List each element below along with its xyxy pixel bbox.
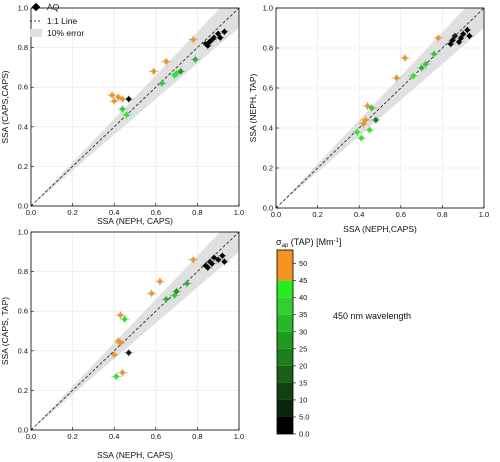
colorbar: σap (TAP) [Mm-1] 50 45 40 35 30 25 20 15 10 5.0 0.…: [276, 237, 341, 439]
y-axis-label: SSA (CAPS,CAPS): [0, 70, 10, 143]
colorbar-band: [277, 365, 293, 383]
colorbar-band: [277, 331, 293, 349]
x-tick-label: 0.0: [26, 432, 36, 441]
y-tick-label: 1.0: [263, 4, 273, 13]
colorbar-tick-label: 45: [299, 276, 307, 285]
y-tick-label: 0.0: [18, 426, 28, 435]
y-axis-label: SSA (NEPH, TAP): [248, 74, 258, 143]
x-tick-label: 0.6: [396, 210, 406, 219]
colorbar-tick-label: 0.0: [299, 430, 309, 439]
one-to-one-line: [30, 7, 240, 207]
data-point: [219, 27, 230, 36]
x-tick-label: 1.0: [234, 208, 244, 217]
colorbar-tick-label: 5.0: [299, 412, 309, 421]
x-tick-label: 0.0: [26, 208, 36, 217]
colorbar-band: [277, 280, 293, 298]
y-tick-label: 0.2: [18, 162, 28, 171]
y-tick-label: 0.4: [18, 122, 28, 131]
colorbar-band: [277, 250, 293, 281]
data-point: [206, 259, 217, 268]
x-tick-label: 0.6: [151, 208, 161, 217]
colorbar-tick-label: 10: [299, 395, 307, 404]
legend: AQ 1:1 Line 10% error: [30, 2, 84, 38]
wavelength-note: 450 nm wavelength: [333, 311, 412, 321]
colorbar-band: [277, 399, 293, 417]
data-point: [107, 91, 118, 100]
x-tick-label: 0.4: [109, 208, 119, 217]
data-point: [175, 67, 186, 76]
y-tick-label: 0.2: [263, 164, 273, 173]
x-tick-label: 0.8: [437, 210, 447, 219]
data-point: [154, 277, 165, 286]
colorbar-band: [277, 314, 293, 332]
colorbar-title: σap (TAP) [Mm-1]: [276, 237, 341, 249]
x-tick-label: 1.0: [234, 432, 244, 441]
data-point: [148, 67, 159, 76]
colorbar-band: [277, 348, 293, 366]
x-tick-label: 0.8: [192, 432, 202, 441]
colorbar-tick-label: 30: [299, 327, 307, 336]
colorbar-tick-label: 50: [299, 259, 307, 268]
legend-aq-marker: [31, 2, 41, 12]
data-point: [171, 287, 182, 296]
y-tick-label: 0.6: [263, 84, 273, 93]
x-axis-label: SSA (NEPH, CAPS): [97, 450, 173, 460]
y-tick-label: 0.4: [18, 346, 28, 355]
axes-frame: [275, 7, 485, 209]
y-tick-label: 0.2: [18, 386, 28, 395]
data-point: [157, 79, 168, 88]
x-tick-label: 0.0: [271, 210, 281, 219]
x-tick-label: 0.6: [151, 432, 161, 441]
data-point: [109, 97, 120, 106]
axes-frame: [30, 231, 240, 431]
scatter-panel-2: 0.00.0 0.2 0.2 0.4 0.4 0.6 0.6 0.8 0.8 1.0 1.0 SSA …: [248, 4, 489, 235]
data-point: [215, 33, 226, 42]
data-point: [161, 57, 172, 66]
y-tick-label: 1.0: [18, 228, 28, 237]
y-tick-label: 0.0: [263, 204, 273, 213]
data-point: [123, 95, 134, 104]
data-point: [445, 40, 456, 48]
x-axis-label: SSA (NEPH, CAPS): [97, 216, 173, 226]
legend-error-swatch: [30, 29, 42, 37]
colorbar-tick-label: 35: [299, 310, 307, 319]
y-axis-label: SSA (CAPS, TAP): [0, 297, 10, 365]
one-to-one-line: [30, 231, 240, 431]
x-tick-label: 0.4: [354, 210, 364, 219]
scatter-panel-1: 0.00.0 0.2 0.2 0.4 0.4 0.6 0.6 0.8 0.8 1.0 1.0 SSA …: [0, 4, 244, 227]
y-tick-label: 0.8: [263, 44, 273, 53]
x-tick-label: 0.2: [312, 210, 322, 219]
colorbar-band: [277, 382, 293, 400]
colorbar-band: [277, 416, 293, 434]
y-tick-label: 0.0: [18, 202, 28, 211]
legend-line-label: 1:1 Line: [47, 16, 78, 26]
colorbar-band: [277, 297, 293, 315]
axes-frame: [30, 7, 240, 207]
colorbar-tick-label: 15: [299, 378, 307, 387]
y-tick-label: 0.6: [18, 83, 28, 92]
y-tick-label: 1.0: [18, 4, 28, 13]
y-tick-label: 0.8: [18, 43, 28, 52]
y-tick-label: 0.8: [18, 267, 28, 276]
x-axis-label: SSA (NEPH,CAPS): [343, 224, 417, 234]
scatter-panel-3: 0.00.0 0.2 0.2 0.4 0.4 0.6 0.6 0.8 0.8 1.0 1.0 SSA …: [0, 228, 244, 461]
y-tick-label: 0.6: [18, 307, 28, 316]
colorbar-tick-label: 40: [299, 293, 307, 302]
legend-error-label: 10% error: [47, 28, 84, 38]
colorbar-tick-label: 20: [299, 361, 307, 370]
one-to-one-line: [275, 7, 485, 209]
x-tick-label: 0.2: [67, 208, 77, 217]
x-tick-label: 0.8: [192, 208, 202, 217]
x-tick-label: 0.4: [109, 432, 119, 441]
x-tick-label: 1.0: [479, 210, 489, 219]
data-point: [188, 255, 199, 264]
legend-aq-label: AQ: [47, 2, 60, 12]
x-tick-label: 0.2: [67, 432, 77, 441]
data-point: [117, 104, 128, 113]
y-tick-label: 0.4: [263, 124, 273, 133]
colorbar-tick-label: 25: [299, 344, 307, 353]
